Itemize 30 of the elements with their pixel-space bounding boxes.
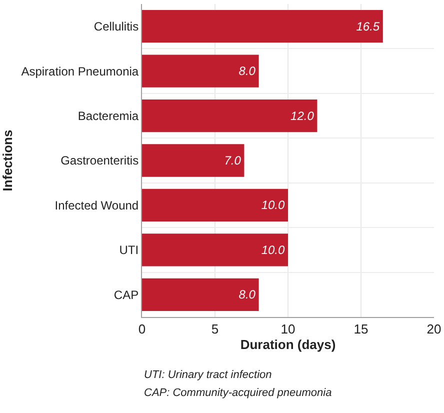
- x-tick-label: 15: [354, 322, 368, 337]
- data-label: 16.5: [356, 19, 380, 34]
- data-label: 8.0: [238, 288, 256, 302]
- y-tick-label: CAP: [114, 288, 139, 302]
- x-tick-label: 5: [211, 322, 219, 337]
- y-tick-label: Gastroenteritis: [60, 154, 139, 168]
- text: UTI: Urinary tract infection: [144, 369, 272, 381]
- bar: [142, 278, 259, 311]
- bar: [142, 144, 244, 177]
- y-tick-label: UTI: [119, 243, 139, 258]
- y-tick-label: Bacteremia: [78, 108, 139, 123]
- data-label: 12.0: [290, 108, 314, 123]
- bar: [142, 234, 288, 266]
- y-tick-label: Infected Wound: [54, 198, 139, 212]
- bar: [142, 54, 259, 88]
- data-label: 7.0: [224, 154, 242, 168]
- text: CAP: Community-acquired pneumonia: [144, 387, 332, 399]
- x-tick-label: 20: [426, 322, 442, 337]
- data-label: 10.0: [261, 198, 285, 212]
- x-axis-title: Duration (days): [240, 337, 336, 352]
- data-label: 8.0: [238, 64, 256, 78]
- x-tick-label: 10: [280, 322, 296, 337]
- bar: [142, 10, 383, 43]
- x-tick-label: 0: [138, 322, 146, 337]
- data-label: 10.0: [261, 242, 285, 257]
- y-tick-label: Cellulitis: [94, 20, 139, 34]
- bar: [142, 188, 288, 222]
- bar: [142, 99, 318, 132]
- y-axis-title: Infections: [0, 130, 15, 192]
- y-tick-label: Aspiration Pneumonia: [21, 64, 139, 78]
